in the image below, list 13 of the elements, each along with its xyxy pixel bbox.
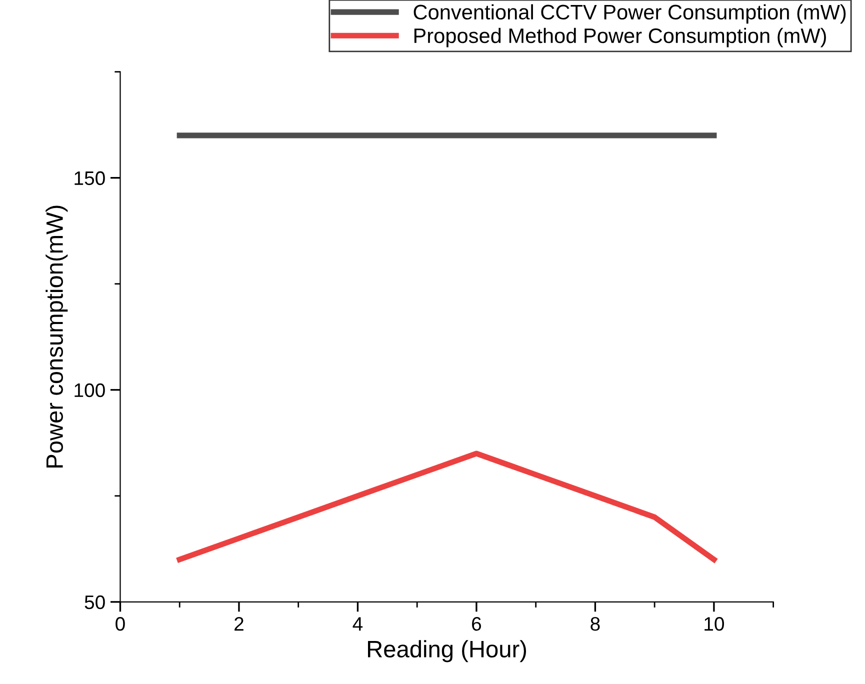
y-tick-label: 150	[74, 171, 105, 186]
y-tick-label: 50	[84, 595, 105, 610]
x-tick-label: 6	[472, 617, 482, 631]
x-tick-label: 8	[590, 617, 600, 631]
x-axis-title: Reading (Hour)	[368, 640, 526, 662]
x-tick-label: 0	[116, 617, 125, 631]
legend-label: Conventional CCTV Power Consumption (mW)	[414, 4, 846, 24]
x-tick-label: 4	[352, 617, 363, 631]
x-tick-label: 2	[234, 617, 244, 631]
y-axis-title: Power consumption(mW)	[46, 206, 68, 468]
y-tick-label: 100	[74, 383, 105, 398]
x-tick-label: 10	[704, 617, 724, 631]
legend-label: Proposed Method Power Consumption (mW)	[414, 28, 826, 48]
